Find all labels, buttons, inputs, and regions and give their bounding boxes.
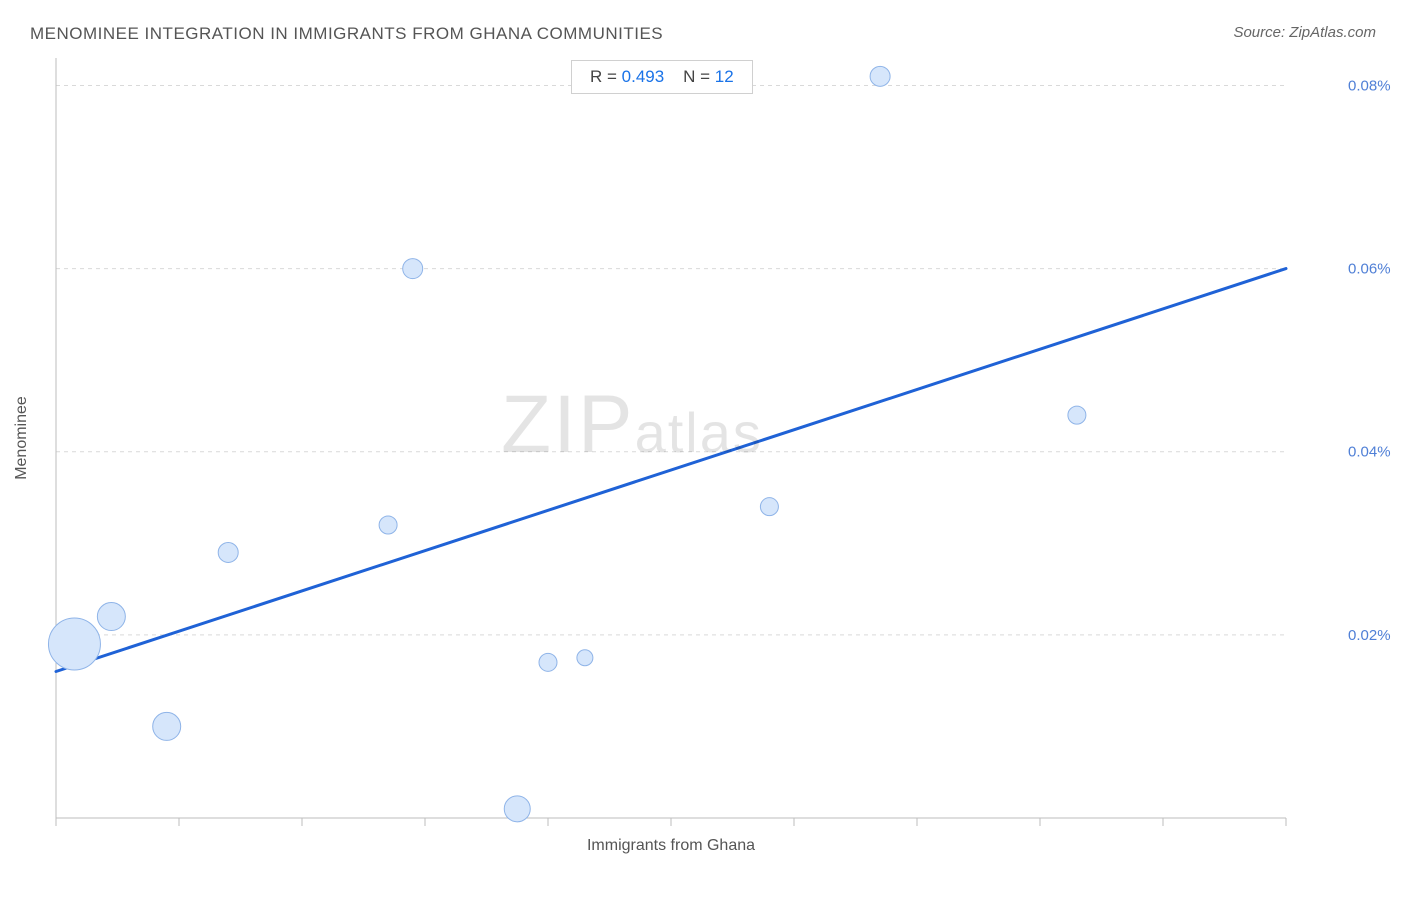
- y-tick-label: 0.04%: [1348, 444, 1391, 461]
- r-value: 0.493: [622, 67, 665, 86]
- y-tick-label: 0.08%: [1348, 77, 1391, 94]
- scatter-point: [48, 618, 100, 670]
- trendline: [56, 269, 1286, 672]
- scatter-point: [379, 516, 397, 534]
- scatter-point: [504, 796, 530, 822]
- stats-box: R = 0.493 N = 12: [571, 60, 753, 94]
- chart-svg: 0.02%0.04%0.06%0.08%Immigrants from Ghan…: [48, 58, 1358, 898]
- chart-title: MENOMINEE INTEGRATION IN IMMIGRANTS FROM…: [30, 24, 663, 44]
- scatter-point: [153, 712, 181, 740]
- n-value: 12: [715, 67, 734, 86]
- scatter-point: [870, 66, 890, 86]
- scatter-point: [97, 603, 125, 631]
- scatter-point: [577, 650, 593, 666]
- scatter-point: [1068, 406, 1086, 424]
- scatter-point: [218, 542, 238, 562]
- y-tick-label: 0.02%: [1348, 627, 1391, 644]
- y-tick-label: 0.06%: [1348, 261, 1391, 278]
- scatter-chart: 0.02%0.04%0.06%0.08%Immigrants from Ghan…: [48, 58, 1358, 838]
- x-axis-label: Immigrants from Ghana: [587, 837, 755, 854]
- y-axis-label: Menominee: [13, 396, 30, 480]
- n-label: N =: [683, 67, 710, 86]
- r-label: R =: [590, 67, 617, 86]
- source-label: Source: ZipAtlas.com: [1233, 24, 1376, 41]
- scatter-point: [760, 498, 778, 516]
- scatter-point: [539, 653, 557, 671]
- scatter-point: [403, 259, 423, 279]
